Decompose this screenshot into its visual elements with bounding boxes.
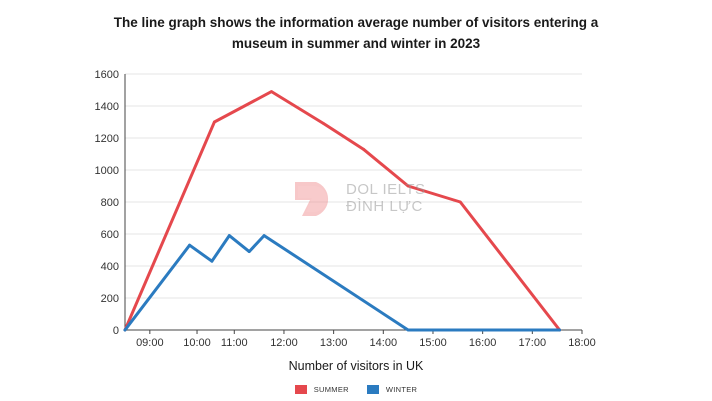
data-point-winter-4 [247,250,251,254]
legend-label-summer: SUMMER [313,385,349,394]
data-point-winter-7 [558,328,562,332]
chart-title-line-1: The line graph shows the information ave… [113,15,599,30]
legend-swatch-summer [294,385,307,394]
legend-item-summer[interactable]: SUMMER [294,385,349,394]
x-tick-label-17:00: 17:00 [519,337,547,349]
data-point-summer-3 [322,122,326,125]
y-tick-label-400: 400 [101,261,119,273]
x-axis-label: Number of visitors in UK [288,359,424,373]
x-tick-label-09:00: 09:00 [136,337,164,349]
watermark-line-1: DOL IELTS [346,181,426,198]
x-tick-label-18:00: 18:00 [568,337,596,349]
x-tick-label-13:00: 13:00 [320,337,348,349]
y-tick-label-200: 200 [101,293,119,305]
legend-item-winter[interactable]: WINTER [366,385,418,394]
x-tick-label-11:00: 11:00 [221,337,248,349]
data-point-winter-3 [227,234,231,238]
data-point-winter-1 [188,243,191,247]
data-point-winter-5 [262,234,266,238]
data-point-winter-0 [123,328,127,332]
y-tick-label-800: 800 [101,197,119,209]
data-point-summer-2 [270,90,273,93]
data-point-winter-2 [210,259,214,263]
x-tick-label-15:00: 15:00 [419,337,447,349]
x-tick-label-10:00: 10:00 [183,337,211,349]
x-tick-label-16:00: 16:00 [469,337,497,349]
data-point-summer-4 [362,147,365,151]
y-tick-label-0: 0 [113,325,119,337]
y-tick-label-600: 600 [101,229,119,241]
y-tick-label-1200: 1200 [95,133,119,145]
chart-title: The line graph shows the information ave… [0,12,712,54]
y-tick-label-1600: 1600 [95,69,119,81]
y-tick-label-1000: 1000 [95,165,119,177]
data-point-summer-6 [458,200,462,204]
legend-label-winter: WINTER [385,385,418,394]
dol-logo-icon [295,182,329,216]
data-point-summer-5 [406,184,410,188]
y-tick-label-1400: 1400 [95,101,119,113]
data-point-summer-1 [213,120,216,124]
legend-swatch-winter [366,385,379,394]
x-tick-label-12:00: 12:00 [270,337,298,349]
series-line-winter [123,234,562,332]
legend: SUMMER WINTER [0,385,712,394]
watermark-line-2: ĐÌNH LỰC [346,198,423,215]
data-point-winter-6 [406,328,410,332]
watermark: DOL IELTS ĐÌNH LỰC [292,178,426,218]
chart-title-line-2: museum in summer and winter in 2023 [231,36,481,51]
x-tick-label-14:00: 14:00 [370,337,398,349]
series-line-summer [123,90,562,332]
